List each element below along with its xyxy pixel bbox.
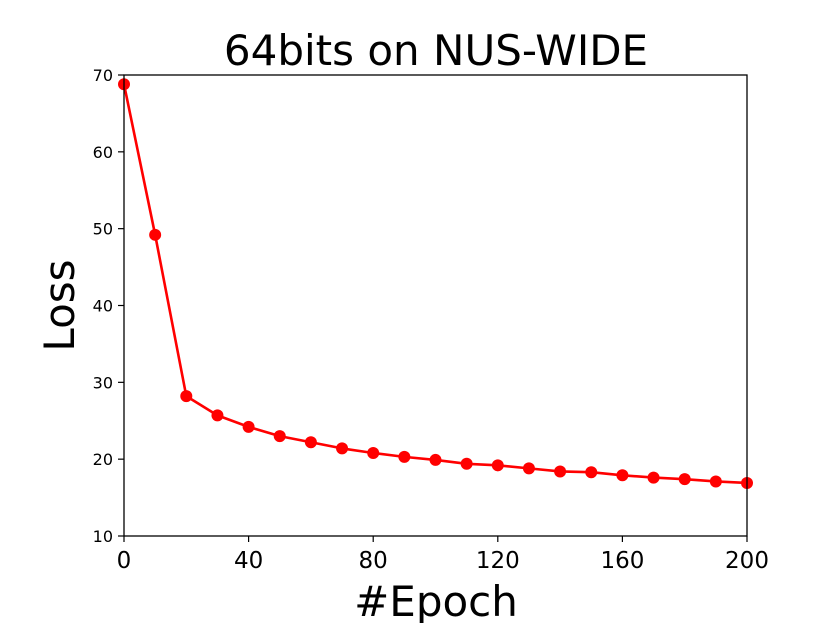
data-point [460,457,473,470]
data-point [398,450,411,463]
y-tick-label: 20 [93,450,113,469]
x-tick-label: 40 [234,548,263,574]
data-point [616,469,629,482]
y-axis-label: Loss [35,259,84,351]
y-tick-label: 10 [93,527,113,546]
x-tick-label: 120 [476,548,520,574]
chart-title: 64bits on NUS-WIDE [224,26,648,75]
x-tick-label: 160 [600,548,644,574]
series-line [122,83,748,485]
y-tick-label: 50 [93,220,113,239]
data-point [585,466,598,479]
data-point [429,453,442,466]
data-point [211,409,224,422]
y-tick-label: 60 [93,143,113,162]
series-layer [118,78,753,489]
x-tick-label: 0 [117,548,132,574]
data-point [709,475,722,488]
data-point [273,430,286,443]
y-tick-label: 30 [93,373,113,392]
data-point [678,473,691,486]
data-point [180,390,193,403]
y-tick-label: 70 [93,66,113,85]
x-tick-label: 80 [359,548,388,574]
data-point [242,420,255,433]
data-point [491,459,504,472]
y-tick-label: 40 [93,297,113,316]
data-point [554,465,567,478]
data-point [149,228,162,241]
plot-frame [123,74,748,537]
axis-ticks: 0 40 80 120 160 200 10 20 30 40 50 60 70 [93,66,769,574]
data-point [367,447,380,460]
x-axis-label: #Epoch [354,577,518,623]
data-point [522,462,535,475]
x-tick-label: 200 [725,548,769,574]
data-point [304,436,317,449]
data-point [647,471,660,484]
data-point [336,442,349,455]
